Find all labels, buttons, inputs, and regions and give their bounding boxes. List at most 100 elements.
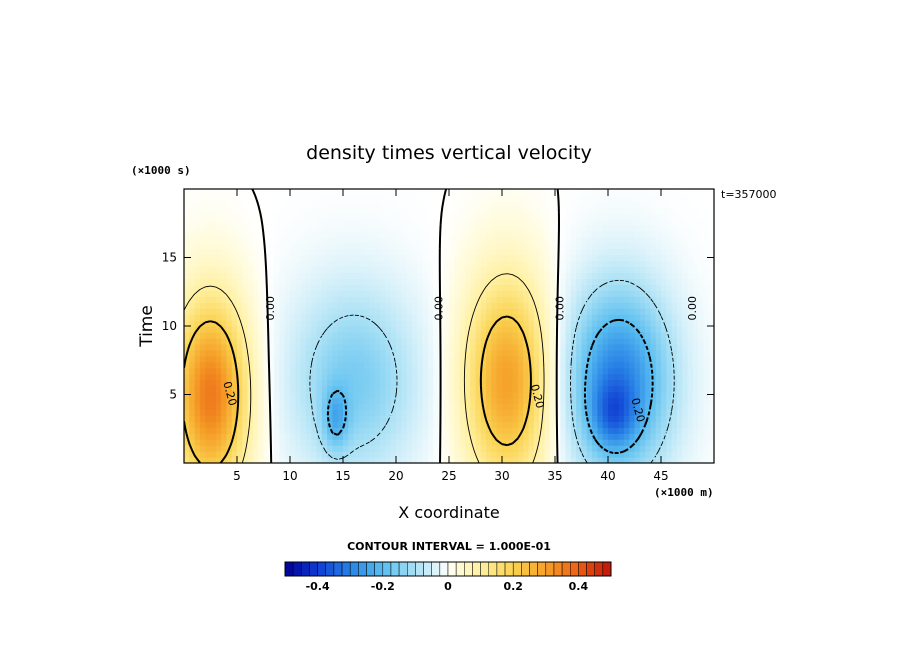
field-cell [613, 457, 620, 463]
field-cell [470, 343, 477, 351]
contour-label: 0.00 [554, 296, 567, 321]
field-cell [237, 236, 243, 244]
field-cell [639, 403, 646, 410]
field-cell [364, 373, 371, 381]
field-cell [597, 272, 604, 279]
field-cell [634, 439, 641, 446]
field-cell [629, 433, 636, 440]
field-cell [417, 361, 424, 369]
field-cell [645, 206, 651, 214]
field-cell [364, 278, 371, 285]
field-cell [496, 355, 503, 363]
field-cell [528, 200, 535, 208]
field-cell [565, 302, 572, 309]
field-cell [661, 272, 667, 279]
field-cell [512, 433, 519, 440]
field-cell [390, 439, 397, 446]
field-cell [427, 260, 434, 268]
field-cell [454, 230, 461, 238]
field-cell [274, 206, 280, 214]
field-cell [396, 457, 402, 463]
field-cell [539, 296, 545, 303]
field-cell [682, 439, 689, 446]
field-cell [645, 379, 651, 387]
field-cell [671, 331, 678, 339]
field-cell [698, 367, 704, 375]
field-cell [184, 373, 190, 381]
field-cell [655, 194, 662, 202]
field-cell [692, 326, 699, 333]
field-cell [464, 385, 471, 393]
field-cell [263, 236, 270, 244]
field-cell [454, 457, 461, 463]
field-cell [300, 296, 307, 303]
field-cell [666, 308, 673, 315]
field-cell [507, 200, 514, 208]
field-cell [639, 373, 646, 381]
field-cell [698, 403, 704, 410]
field-cell [199, 260, 206, 268]
field-cell [464, 254, 471, 262]
field-cell [348, 212, 355, 220]
field-cell [602, 260, 609, 268]
field-cell [221, 427, 227, 434]
field-cell [295, 254, 302, 262]
field-cell [433, 331, 439, 339]
field-cell [544, 200, 551, 208]
field-cell [676, 355, 683, 363]
field-cell [475, 415, 482, 422]
field-cell [464, 278, 471, 285]
field-cell [231, 445, 238, 452]
field-cell [523, 421, 530, 428]
contour-label: 0.00 [433, 296, 446, 321]
field-cell [316, 308, 323, 315]
field-cell [597, 242, 604, 250]
field-cell [549, 248, 556, 256]
field-cell [655, 409, 662, 416]
field-cell [374, 260, 381, 268]
field-cell [385, 379, 392, 387]
field-cell [480, 272, 487, 279]
field-cell [274, 314, 280, 321]
field-cell [274, 260, 280, 268]
field-cell [353, 361, 360, 369]
field-cell [443, 355, 450, 363]
field-cell [682, 242, 689, 250]
field-cell [263, 242, 270, 250]
field-cell [369, 331, 376, 339]
y-tick-label: 5 [169, 388, 177, 402]
field-cell [210, 373, 217, 381]
field-cell [639, 272, 646, 279]
field-cell [311, 337, 318, 345]
field-cell [623, 373, 630, 381]
field-cell [560, 272, 567, 279]
field-cell [544, 433, 551, 440]
field-cell [650, 427, 657, 434]
field-cell [523, 326, 530, 333]
field-cell [608, 236, 614, 244]
field-cell [507, 385, 514, 393]
field-cell [374, 385, 381, 393]
field-cell [433, 409, 439, 416]
field-cell [475, 278, 482, 285]
field-cell [512, 194, 519, 202]
field-cell [639, 189, 646, 196]
field-cell [406, 433, 413, 440]
field-cell [618, 206, 625, 214]
field-cell [284, 457, 291, 463]
field-cell [507, 194, 514, 202]
field-cell [597, 439, 604, 446]
field-cell [406, 248, 413, 256]
field-cell [661, 439, 667, 446]
field-cell [348, 367, 355, 375]
field-cell [449, 403, 455, 410]
field-cell [221, 272, 227, 279]
field-cell [427, 218, 434, 226]
field-cell [252, 284, 259, 291]
field-cell [708, 284, 714, 291]
field-cell [676, 433, 683, 440]
field-cell [274, 385, 280, 393]
field-cell [374, 320, 381, 327]
field-cell [396, 361, 402, 369]
